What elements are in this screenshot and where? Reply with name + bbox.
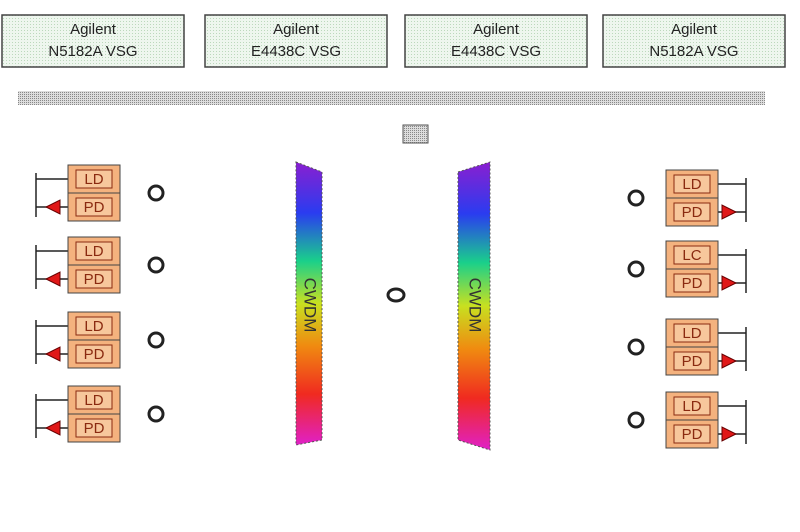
pd-label: PD bbox=[84, 346, 105, 363]
pd-inner bbox=[75, 269, 113, 289]
pd-inner bbox=[673, 351, 711, 371]
ld-inner bbox=[75, 316, 113, 336]
transceiver: LD PD bbox=[35, 385, 165, 443]
instrument-box bbox=[1, 14, 185, 68]
photodiode-arrow bbox=[721, 275, 738, 291]
transceiver: LD PD bbox=[35, 311, 165, 369]
instrument-box bbox=[404, 14, 588, 68]
cwdm-shape bbox=[457, 161, 491, 451]
left-transceivers: LD PD LD PD LD PD LD PD bbox=[35, 164, 165, 443]
fiber-loop bbox=[627, 338, 645, 356]
pd-inner bbox=[75, 344, 113, 364]
transceiver: LD PD bbox=[35, 236, 165, 294]
small-box bbox=[402, 124, 429, 144]
pd-label: PD bbox=[84, 199, 105, 216]
photodiode-arrow bbox=[721, 426, 738, 442]
instrument-name: Agilent bbox=[70, 21, 117, 38]
fiber-loop bbox=[147, 256, 165, 274]
cwdm-right: CWDM bbox=[457, 161, 491, 451]
ld-inner bbox=[75, 390, 113, 410]
pd-inner bbox=[673, 202, 711, 222]
ld-label: LD bbox=[682, 325, 701, 342]
photodiode-arrow bbox=[44, 271, 61, 287]
cwdm-label: CWDM bbox=[466, 278, 485, 333]
instrument-model: E4438C VSG bbox=[251, 43, 341, 60]
fiber-loop bbox=[147, 184, 165, 202]
bus-bar bbox=[18, 91, 765, 105]
fiber-loop bbox=[147, 331, 165, 349]
transceiver: LD PD bbox=[627, 169, 747, 227]
fiber-loop bbox=[627, 411, 645, 429]
photodiode-arrow bbox=[44, 346, 61, 362]
ld-label: LD bbox=[682, 176, 701, 193]
transceiver: LD PD bbox=[35, 164, 165, 222]
pd-label: PD bbox=[682, 353, 703, 370]
cwdm-left: CWDM bbox=[295, 161, 323, 446]
pd-inner bbox=[673, 273, 711, 293]
photodiode-arrow bbox=[721, 204, 738, 220]
instrument-model: N5182A VSG bbox=[649, 43, 738, 60]
pd-label: PD bbox=[682, 426, 703, 443]
instrument: Agilent E4438C VSG bbox=[204, 14, 388, 68]
photodiode-arrow bbox=[44, 420, 61, 436]
ld-label: LD bbox=[84, 318, 103, 335]
transceiver: LD PD bbox=[627, 318, 747, 376]
pd-label: PD bbox=[682, 275, 703, 292]
instrument-name: Agilent bbox=[273, 21, 320, 38]
instrument: Agilent N5182A VSG bbox=[602, 14, 786, 68]
ld-inner bbox=[673, 396, 711, 416]
ld-label: LD bbox=[84, 392, 103, 409]
ld-inner bbox=[673, 245, 711, 265]
ld-label: LD bbox=[84, 243, 103, 260]
pd-inner bbox=[75, 197, 113, 217]
transceiver: LD PD bbox=[627, 391, 747, 449]
ld-label: LD bbox=[84, 171, 103, 188]
photodiode-arrow bbox=[44, 199, 61, 215]
fiber-loop bbox=[386, 287, 406, 303]
transceiver: LC PD bbox=[627, 240, 747, 298]
ld-inner bbox=[75, 169, 113, 189]
instrument: Agilent E4438C VSG bbox=[404, 14, 588, 68]
ld-label: LC bbox=[682, 247, 701, 264]
instrument-model: E4438C VSG bbox=[451, 43, 541, 60]
ld-label: LD bbox=[682, 398, 701, 415]
instrument-box bbox=[602, 14, 786, 68]
fiber-loop bbox=[627, 189, 645, 207]
instrument-name: Agilent bbox=[671, 21, 718, 38]
cwdm-label: CWDM bbox=[301, 278, 320, 333]
pd-label: PD bbox=[84, 271, 105, 288]
ld-inner bbox=[673, 323, 711, 343]
instrument-name: Agilent bbox=[473, 21, 520, 38]
pd-label: PD bbox=[682, 204, 703, 221]
fiber-loop bbox=[627, 260, 645, 278]
photodiode-arrow bbox=[721, 353, 738, 369]
instrument-box bbox=[204, 14, 388, 68]
ld-inner bbox=[673, 174, 711, 194]
ld-inner bbox=[75, 241, 113, 261]
fiber-loop bbox=[147, 405, 165, 423]
pd-label: PD bbox=[84, 420, 105, 437]
pd-inner bbox=[673, 424, 711, 444]
right-transceivers: LD PD LC PD LD PD LD PD bbox=[627, 169, 747, 449]
instrument-model: N5182A VSG bbox=[48, 43, 137, 60]
instrument: Agilent N5182A VSG bbox=[1, 14, 185, 68]
pd-inner bbox=[75, 418, 113, 438]
cwdm-shape bbox=[295, 161, 323, 446]
